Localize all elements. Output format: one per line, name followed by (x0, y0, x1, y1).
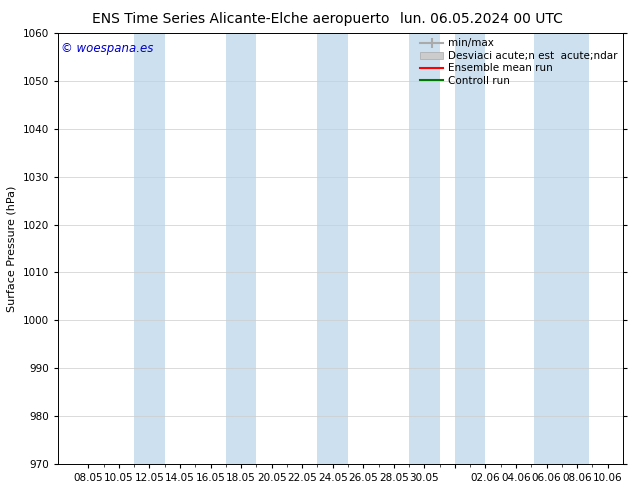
Text: lun. 06.05.2024 00 UTC: lun. 06.05.2024 00 UTC (401, 12, 563, 26)
Bar (134, 33, 165, 464)
Bar (534, 33, 589, 464)
Y-axis label: Surface Pressure (hPa): Surface Pressure (hPa) (7, 185, 17, 312)
Bar (455, 33, 486, 464)
Text: © woespana.es: © woespana.es (61, 42, 153, 54)
Legend: min/max, Desviaci acute;n est  acute;ndar, Ensemble mean run, Controll run: min/max, Desviaci acute;n est acute;ndar… (417, 35, 621, 89)
Text: ENS Time Series Alicante-Elche aeropuerto: ENS Time Series Alicante-Elche aeropuert… (92, 12, 390, 26)
Bar (409, 33, 439, 464)
Bar (318, 33, 348, 464)
Bar (226, 33, 256, 464)
